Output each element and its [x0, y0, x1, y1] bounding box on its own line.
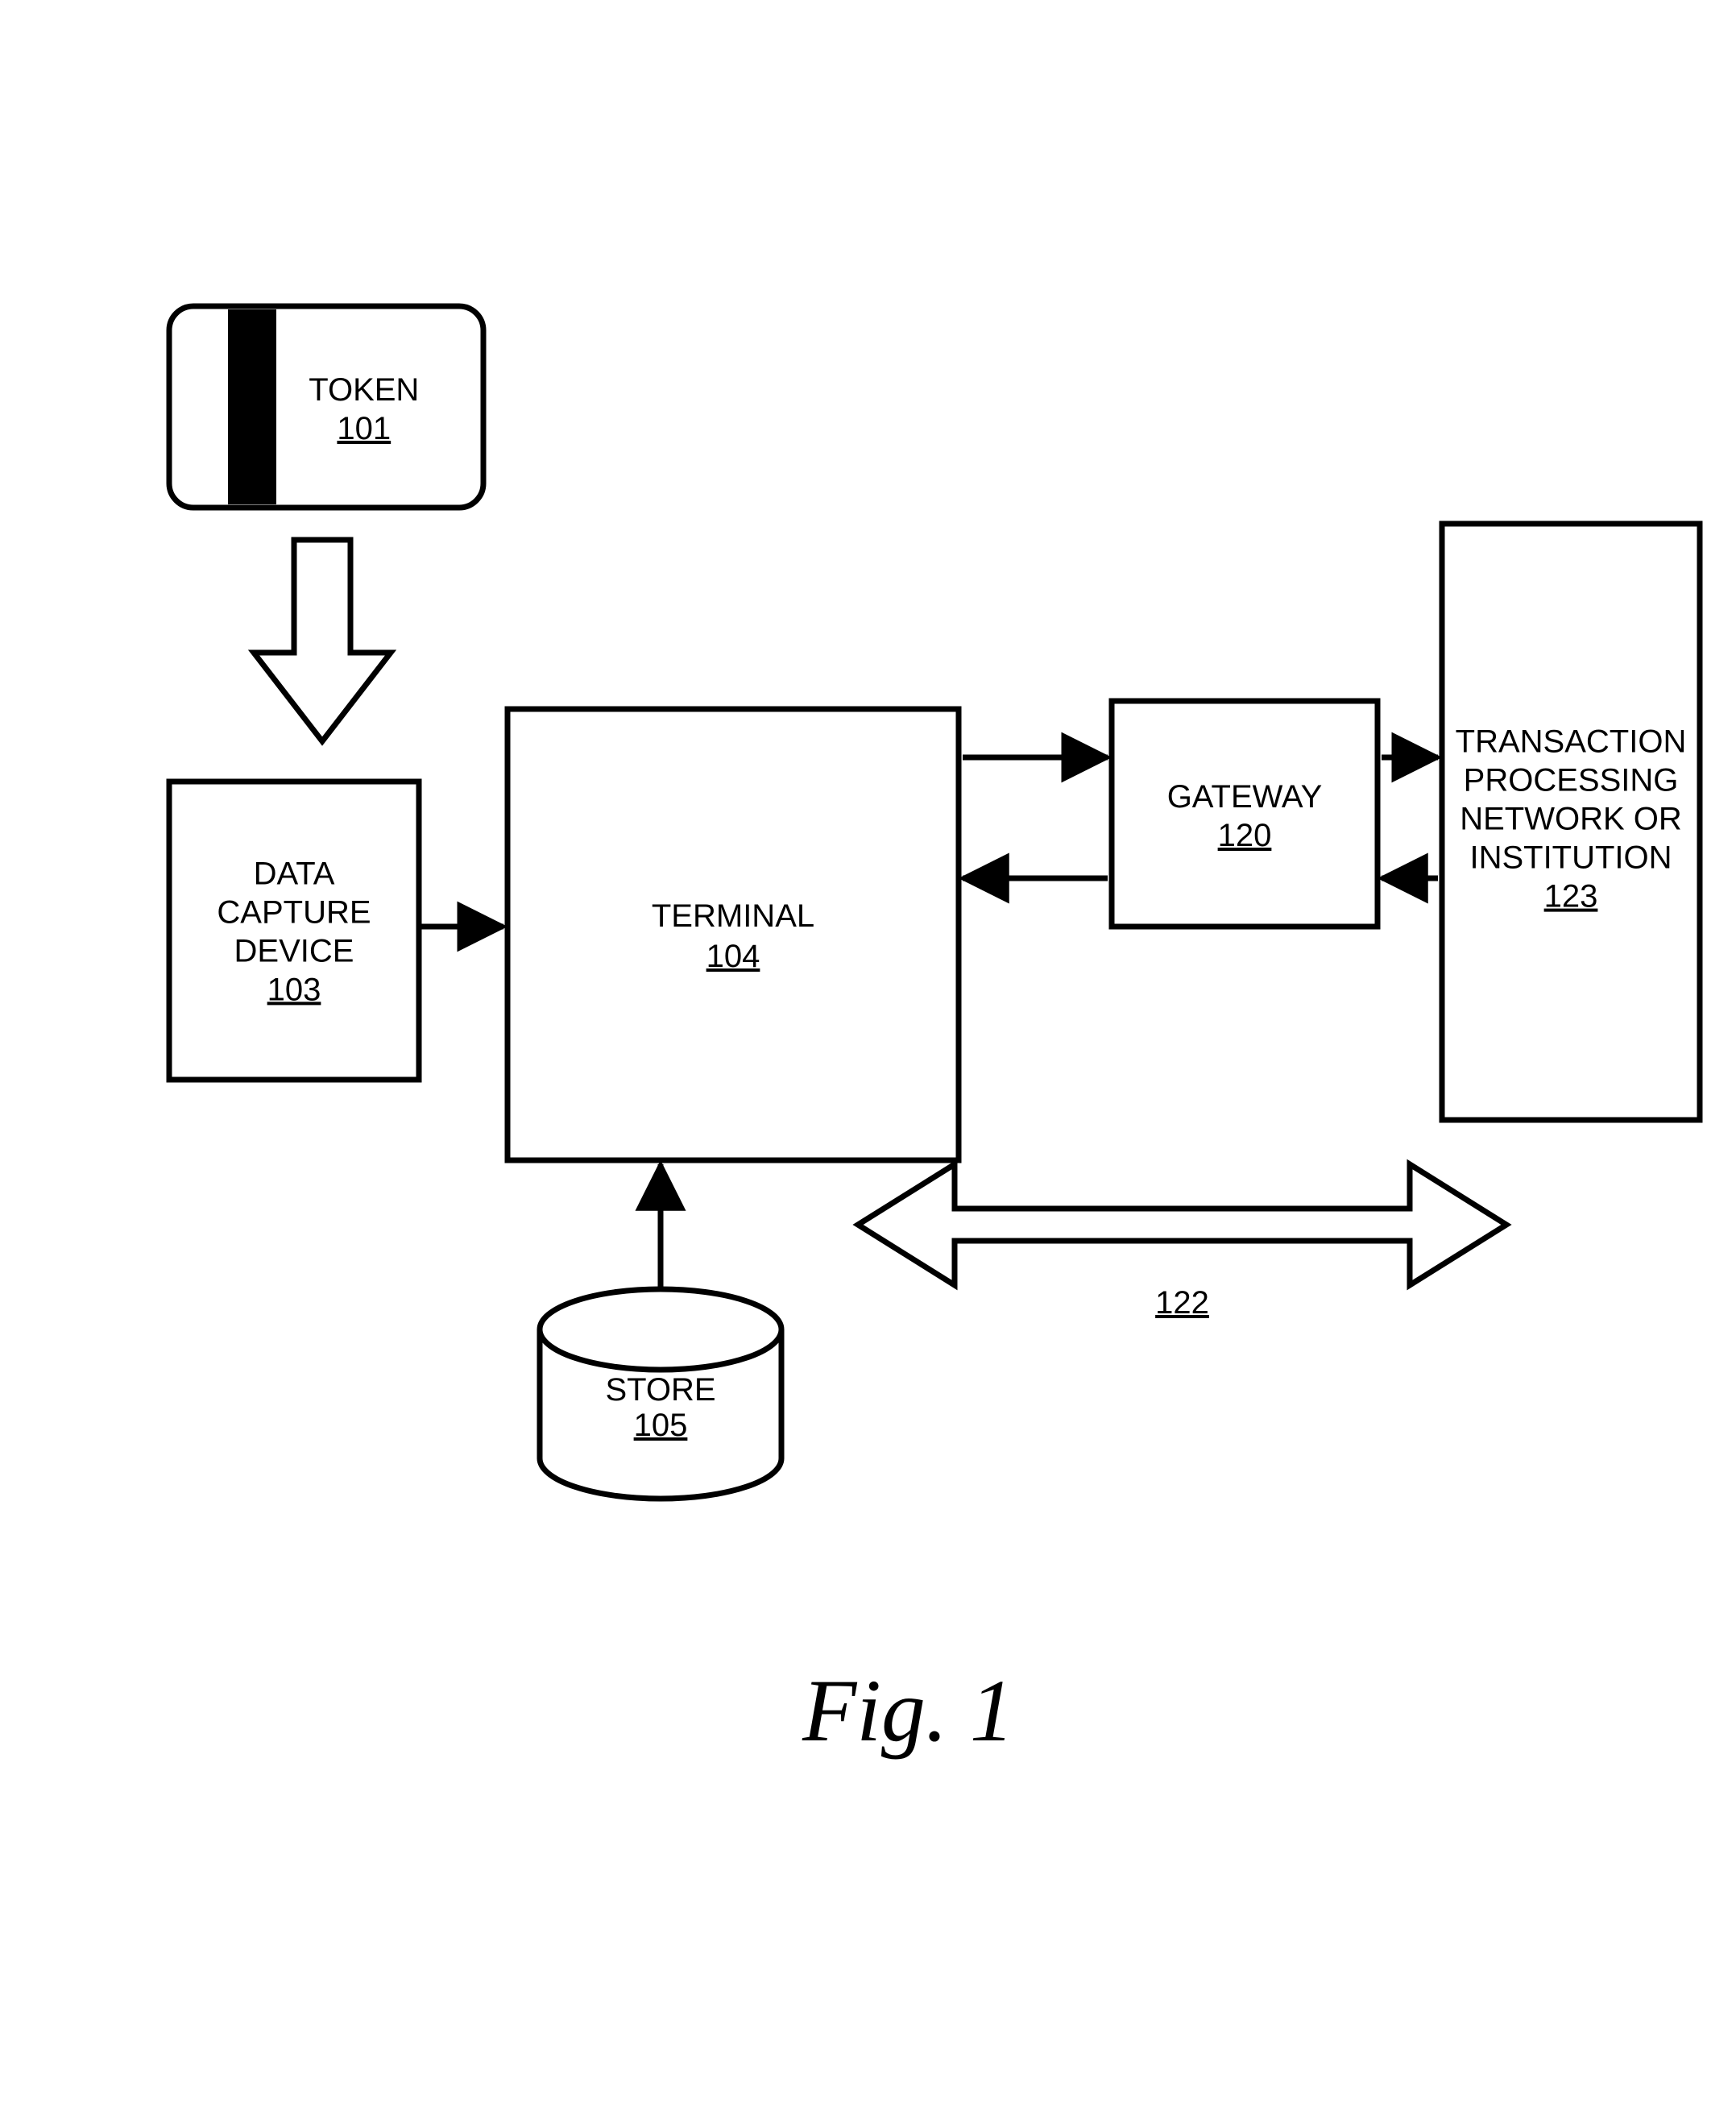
terminal-box — [508, 709, 959, 1160]
terminal-ref: 104 — [706, 939, 760, 974]
processing-label: TRANSACTION — [1456, 724, 1687, 760]
figure-label: Fig. 1 — [802, 1661, 1014, 1760]
link-122-ref: 122 — [1155, 1285, 1209, 1321]
store-cylinder-top — [540, 1289, 781, 1370]
data-capture-label: DATA — [254, 856, 335, 891]
processing-ref: 123 — [1544, 879, 1598, 914]
data-capture-ref: 103 — [267, 972, 321, 1007]
gateway-ref: 120 — [1218, 818, 1272, 853]
token-label: TOKEN — [309, 372, 419, 408]
processing-label: PROCESSING — [1464, 763, 1679, 798]
token-ref: 101 — [337, 411, 391, 446]
block-arrow-link-122 — [858, 1164, 1506, 1285]
data-capture-label: CAPTURE — [217, 894, 371, 930]
data-capture-box — [169, 782, 419, 1080]
store-label: STORE — [605, 1372, 715, 1408]
processing-label: NETWORK OR — [1460, 802, 1682, 837]
block-arrow-token-capture — [254, 540, 391, 741]
gateway-label: GATEWAY — [1167, 779, 1323, 815]
store-ref: 105 — [634, 1408, 688, 1443]
processing-label: INSTITUTION — [1469, 840, 1672, 876]
data-capture-label: DEVICE — [234, 933, 354, 968]
terminal-label: TERMINAL — [652, 898, 814, 934]
token-stripe — [228, 309, 276, 504]
